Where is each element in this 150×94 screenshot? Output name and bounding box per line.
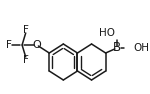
Text: F: F bbox=[6, 40, 11, 50]
Text: HO: HO bbox=[99, 28, 116, 38]
Text: F: F bbox=[23, 25, 29, 35]
Text: B: B bbox=[113, 41, 122, 55]
Text: OH: OH bbox=[134, 43, 150, 53]
Text: O: O bbox=[32, 40, 41, 50]
Text: F: F bbox=[23, 55, 29, 65]
